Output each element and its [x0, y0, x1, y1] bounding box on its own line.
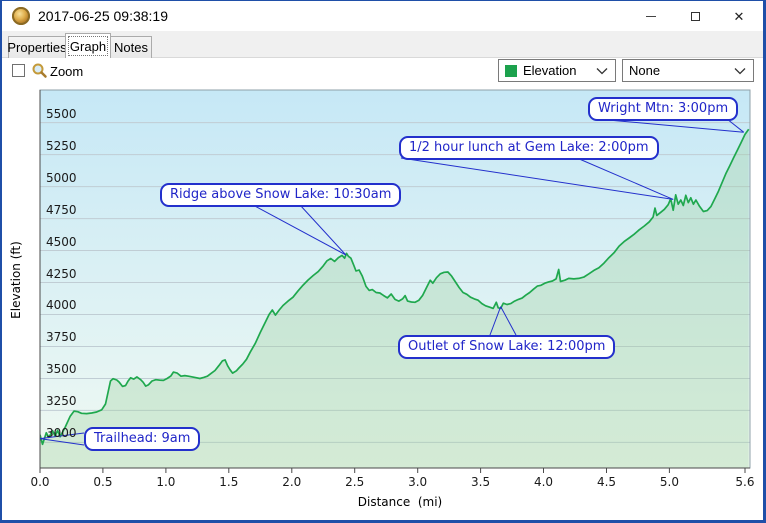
minimize-icon [646, 15, 656, 17]
zoom-checkbox[interactable] [12, 64, 25, 77]
secondary-dropdown-value: None [629, 63, 661, 78]
magnifier-icon [32, 63, 47, 78]
tab-focus-rect [68, 36, 108, 56]
window-border-left [0, 0, 2, 523]
secondary-dropdown[interactable]: None [622, 59, 754, 82]
chevron-down-icon [734, 67, 746, 74]
chevron-down-icon [596, 67, 608, 74]
maximize-button[interactable] [673, 1, 717, 31]
y-tick-label: 3500 [46, 362, 77, 377]
y-tick-label: 3750 [46, 330, 77, 345]
x-tick-label: 3.0 [408, 475, 428, 489]
y-tick-label: 4250 [46, 266, 77, 281]
tab-properties[interactable]: Properties [7, 36, 67, 58]
window-border-bottom [0, 520, 766, 523]
x-tick-label: 5.6 [735, 475, 755, 489]
annotation-callout[interactable]: Trailhead: 9am [84, 427, 201, 451]
x-tick-label: 1.5 [219, 475, 239, 489]
x-tick-label: 4.5 [596, 475, 617, 489]
x-axis-title: Distance (mi) [357, 495, 443, 509]
y-tick-label: 4500 [46, 234, 77, 249]
x-tick-label: 0.0 [30, 475, 50, 489]
tab-page-border [2, 57, 763, 58]
x-tick-label: 5.0 [659, 475, 679, 489]
y-tick-label: 5250 [46, 138, 77, 153]
minimize-button[interactable] [629, 1, 673, 31]
tab-notes[interactable]: Notes [110, 36, 152, 58]
tab-notes-label: Notes [114, 40, 148, 55]
close-button[interactable]: ✕ [717, 1, 761, 31]
y-tick-label: 3250 [46, 394, 77, 409]
x-tick-label: 2.0 [282, 475, 302, 489]
elevation-profile-chart[interactable]: Elevation (ft) Distance (mi) 3000 3250 350… [0, 88, 766, 520]
x-tick-label: 4.0 [533, 475, 554, 489]
annotation-callout[interactable]: Outlet of Snow Lake: 12:00pm [398, 335, 616, 359]
elevation-series-swatch [505, 64, 517, 77]
annotation-callout[interactable]: 1/2 hour lunch at Gem Lake: 2:00pm [399, 136, 659, 160]
maximize-icon [690, 11, 700, 21]
graph-toolbar: Zoom Elevation None [2, 58, 763, 88]
y-tick-label: 4750 [46, 202, 77, 217]
y-tick-label: 4000 [46, 298, 77, 313]
tab-properties-label: Properties [7, 40, 67, 55]
y-axis-title: Elevation (ft) [9, 241, 23, 319]
series-dropdown-value: Elevation [523, 63, 577, 78]
y-tick-label: 5500 [46, 106, 77, 121]
x-tick-label: 1.0 [156, 475, 176, 489]
annotation-callout[interactable]: Wright Mtn: 3:00pm [588, 97, 739, 121]
window-title: 2017-06-25 09:38:19 [38, 8, 168, 24]
close-icon: ✕ [733, 8, 745, 24]
title-bar[interactable]: 2017-06-25 09:38:19 ✕ [2, 1, 763, 31]
zoom-checkbox-label: Zoom [50, 64, 84, 79]
x-tick-label: 2.5 [345, 475, 365, 489]
x-tick-label: 3.5 [471, 475, 491, 489]
window-border-right [763, 0, 766, 523]
y-tick-label: 5000 [46, 170, 77, 185]
tab-graph[interactable]: Graph [65, 33, 111, 58]
tab-graph-label: Graph [69, 38, 107, 54]
series-dropdown[interactable]: Elevation [498, 59, 616, 82]
app-icon [12, 7, 30, 25]
x-tick-label: 0.5 [93, 475, 113, 489]
window-border-top [0, 0, 766, 1]
y-tick-label: 3000 [46, 426, 77, 441]
annotation-callout[interactable]: Ridge above Snow Lake: 10:30am [160, 183, 402, 207]
